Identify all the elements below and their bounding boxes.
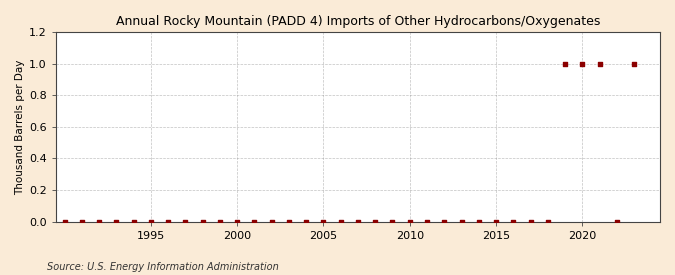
Point <box>612 219 622 224</box>
Point <box>111 219 122 224</box>
Point <box>525 219 536 224</box>
Point <box>335 219 346 224</box>
Point <box>491 219 502 224</box>
Point <box>404 219 415 224</box>
Point <box>266 219 277 224</box>
Point <box>508 219 518 224</box>
Point <box>473 219 484 224</box>
Point <box>439 219 450 224</box>
Y-axis label: Thousand Barrels per Day: Thousand Barrels per Day <box>15 59 25 194</box>
Point <box>370 219 381 224</box>
Title: Annual Rocky Mountain (PADD 4) Imports of Other Hydrocarbons/Oxygenates: Annual Rocky Mountain (PADD 4) Imports o… <box>116 15 600 28</box>
Point <box>163 219 173 224</box>
Point <box>577 61 588 66</box>
Point <box>215 219 225 224</box>
Point <box>301 219 312 224</box>
Point <box>59 219 70 224</box>
Point <box>249 219 260 224</box>
Point <box>543 219 554 224</box>
Point <box>456 219 467 224</box>
Point <box>128 219 139 224</box>
Point <box>94 219 105 224</box>
Text: Source: U.S. Energy Information Administration: Source: U.S. Energy Information Administ… <box>47 262 279 272</box>
Point <box>422 219 433 224</box>
Point <box>387 219 398 224</box>
Point <box>594 61 605 66</box>
Point <box>180 219 191 224</box>
Point <box>146 219 157 224</box>
Point <box>284 219 294 224</box>
Point <box>560 61 570 66</box>
Point <box>318 219 329 224</box>
Point <box>197 219 208 224</box>
Point <box>628 61 639 66</box>
Point <box>352 219 363 224</box>
Point <box>232 219 242 224</box>
Point <box>76 219 87 224</box>
